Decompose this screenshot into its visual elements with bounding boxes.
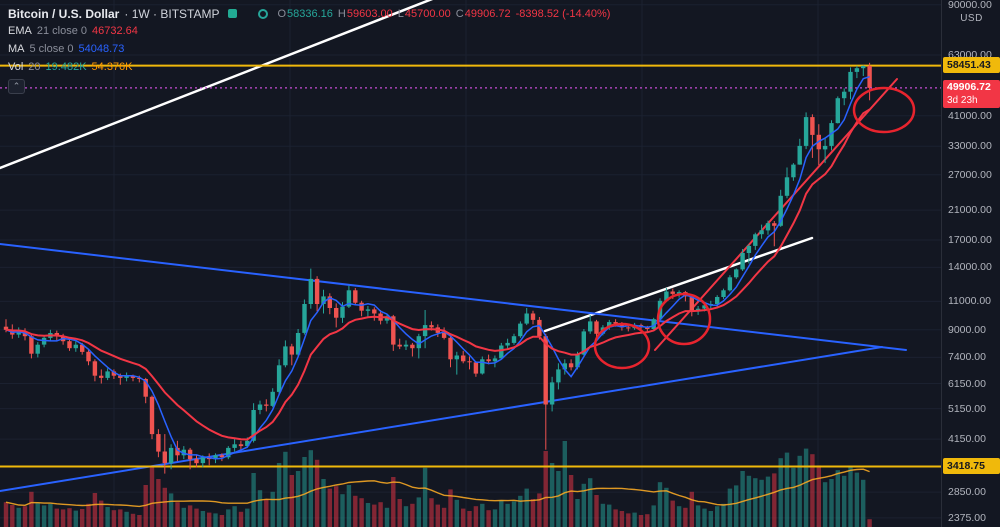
trendline-wedge-lower-blue[interactable] [0, 346, 883, 492]
breakdown-circle[interactable] [656, 292, 712, 346]
trendline-long-term-white[interactable] [0, 0, 445, 170]
volume-ma-line [5, 468, 870, 508]
price-tick-label: 41000.00 [948, 109, 992, 122]
trendline-short-white[interactable] [543, 236, 814, 333]
price-tick-label: 2375.00 [948, 511, 986, 524]
indicator-ema-name: EMA [8, 25, 32, 37]
symbol-meta: · 1W · BITSTAMP [124, 6, 220, 21]
price-axis[interactable]: USD 90000.00 63000.00 41000.00 33000.00 2700… [941, 0, 1000, 527]
indicator-ema-params: 21 close 0 [36, 25, 87, 37]
price-tick-label: 9000.00 [948, 323, 986, 336]
price-tick-label: 27000.00 [948, 168, 992, 181]
indicator-volume-params: 20 [28, 61, 41, 73]
price-tick-label: 33000.00 [948, 140, 992, 153]
change-value: -8398.52 (-14.40%) [515, 7, 611, 20]
price-tick-label: 17000.00 [948, 234, 992, 246]
price-tick-label: 21000.00 [948, 204, 992, 217]
data-mode-icon [258, 8, 269, 19]
last-price-value: 49906.72 [947, 81, 991, 94]
ema21-line[interactable] [5, 108, 871, 441]
currency-toggle[interactable]: USD [960, 13, 983, 24]
indicator-volume-ma-value: 54.376K [91, 61, 133, 73]
price-tick-label: 90000.00 [948, 0, 992, 11]
indicator-ma[interactable]: MA 5 close 0 54048.73 [8, 40, 610, 58]
open-value: O 58336.16 [277, 7, 333, 20]
legend-collapse-button[interactable]: ⌃ [8, 79, 25, 94]
price-tick-label: 11000.00 [948, 295, 992, 308]
level-price-badge: 58451.43 [943, 57, 1000, 74]
low-value: L 45700.00 [397, 7, 451, 20]
volume-bars [3, 441, 872, 527]
price-tick-label: 7400.00 [948, 351, 986, 364]
indicator-ma-params: 5 close 0 [29, 43, 74, 55]
trendline-wedge-upper-blue[interactable] [0, 243, 907, 351]
price-tick-label: 2850.00 [948, 486, 986, 499]
high-value: H 59603.00 [337, 7, 393, 20]
market-status-icon [228, 9, 238, 18]
price-tick-label: 5150.00 [948, 402, 986, 415]
bar-countdown: 3d 23h [947, 95, 978, 107]
indicator-ema-value: 46732.64 [92, 25, 138, 37]
candles[interactable] [3, 62, 872, 474]
breakdown-circle[interactable] [593, 322, 651, 370]
price-tick-label: 6150.00 [948, 377, 986, 390]
indicator-volume-value: 19.482K [45, 61, 87, 73]
indicator-ma-value: 54048.73 [78, 43, 125, 55]
indicator-ema[interactable]: EMA 21 close 0 46732.64 [8, 22, 610, 40]
indicator-ma-name: MA [8, 43, 25, 55]
breakdown-circle[interactable] [852, 86, 916, 134]
price-tick-label: 4150.00 [948, 433, 986, 446]
price-tick-label: 14000.00 [948, 261, 992, 274]
close-value: C 49906.72 [455, 7, 511, 20]
ma5-line[interactable] [5, 75, 870, 460]
symbol-title[interactable]: Bitcoin / U.S. Dollar [8, 6, 120, 21]
last-price-badge: 49906.72 3d 23h [943, 80, 1000, 109]
indicator-volume-name: Vol [8, 61, 24, 73]
indicator-volume[interactable]: Vol 20 19.482K 54.376K [8, 58, 610, 76]
level-price-badge: 3418.75 [943, 458, 1000, 474]
